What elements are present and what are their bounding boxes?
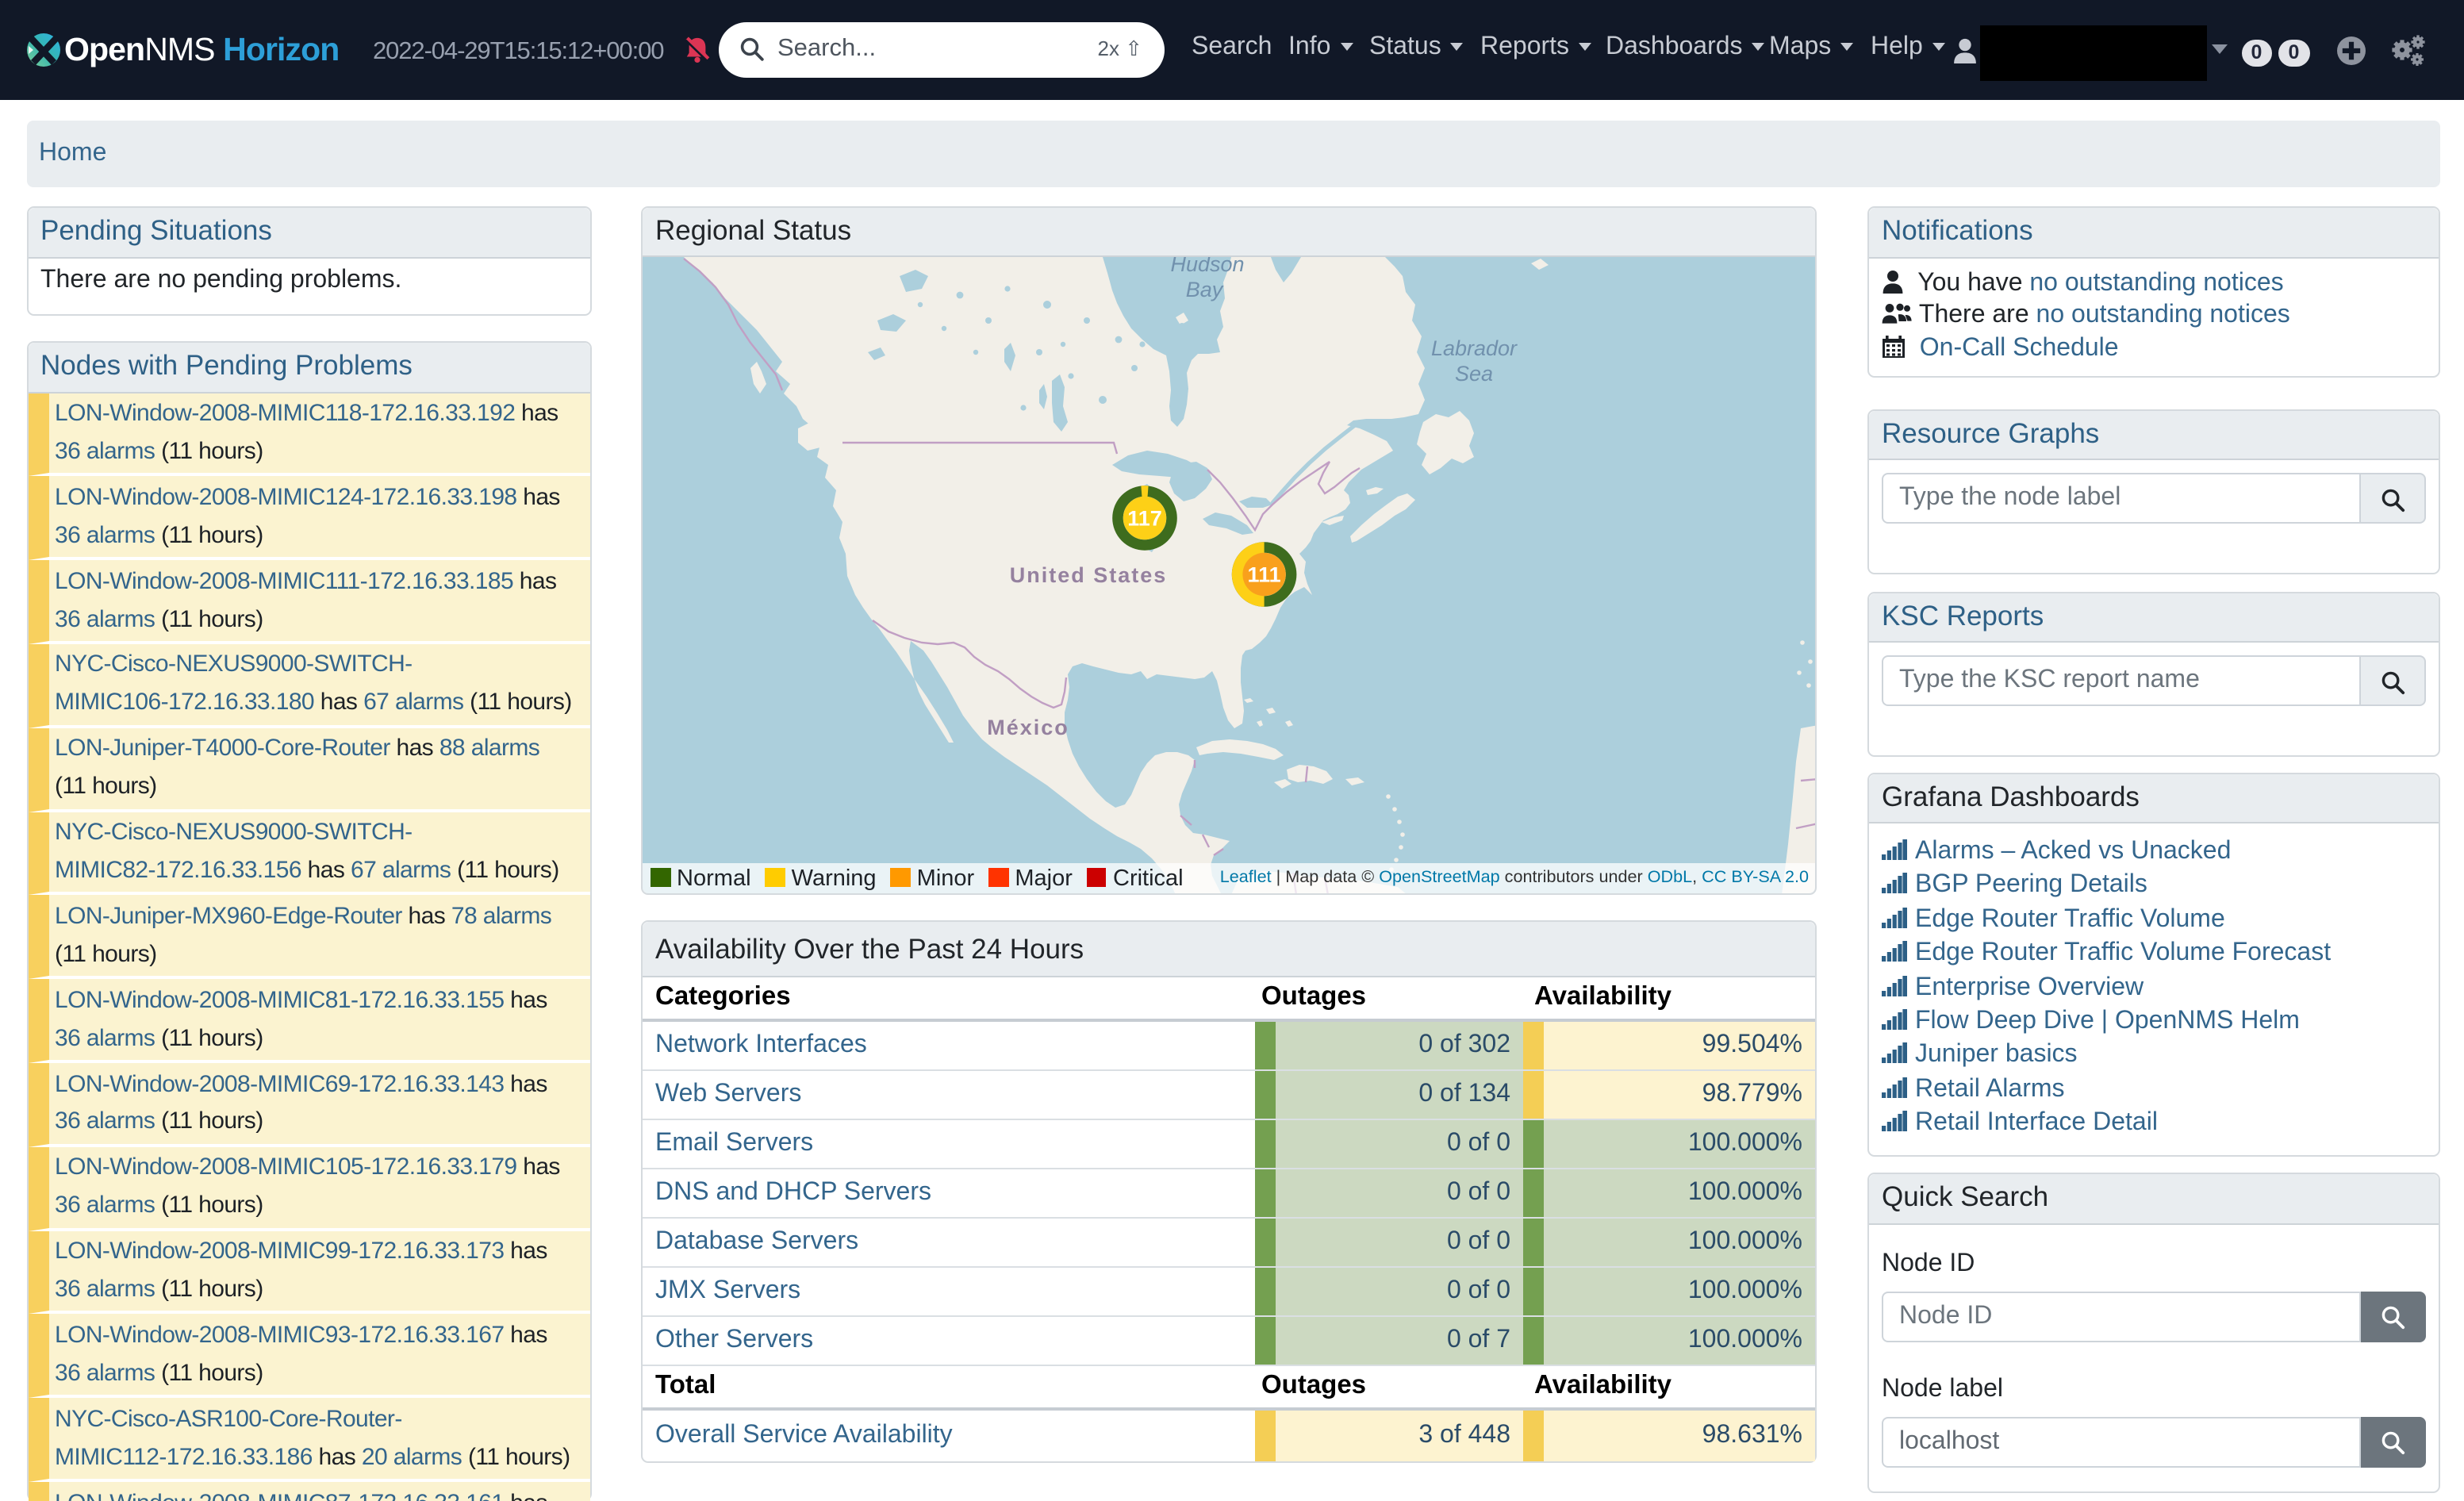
svg-text:111: 111 (1248, 563, 1281, 587)
svg-text:Hudson: Hudson (1170, 257, 1244, 276)
svg-text:Sea: Sea (1455, 362, 1493, 386)
svg-text:Labrador: Labrador (1431, 336, 1518, 360)
svg-text:United States: United States (1010, 563, 1168, 587)
svg-text:Bay: Bay (1186, 278, 1224, 301)
svg-text:117: 117 (1127, 507, 1162, 531)
svg-text:México: México (987, 716, 1069, 739)
